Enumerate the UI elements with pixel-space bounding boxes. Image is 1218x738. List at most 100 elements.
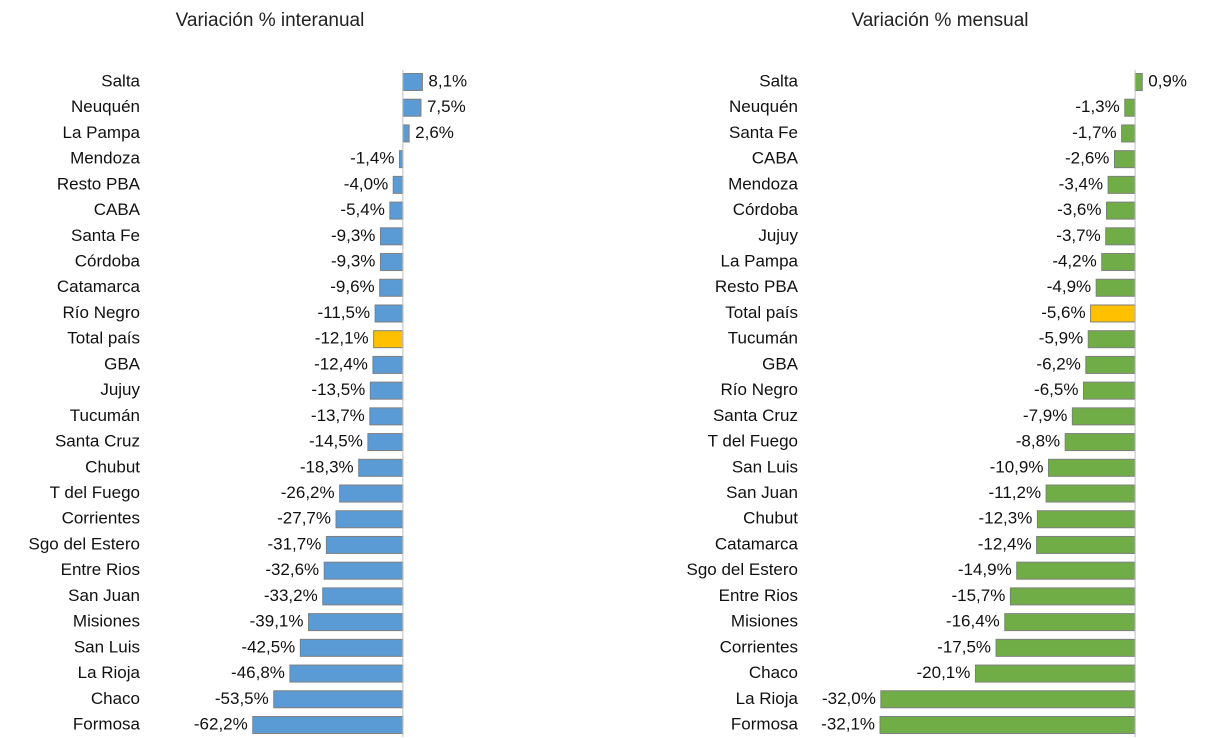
category-label: Resto PBA (57, 174, 141, 193)
bar (879, 716, 1136, 734)
value-label: -9,3% (331, 226, 375, 245)
category-label: Misiones (73, 612, 140, 631)
bar (335, 510, 404, 529)
value-label: -17,5% (937, 637, 991, 656)
value-label: -12,3% (978, 509, 1032, 528)
bar (1095, 278, 1136, 297)
bar (252, 716, 404, 734)
value-label: -12,4% (978, 534, 1032, 553)
bar (402, 73, 423, 91)
bar (1087, 330, 1136, 349)
bar (402, 98, 422, 117)
value-label: -13,7% (311, 406, 365, 425)
category-label: Neuquén (729, 97, 798, 116)
category-label: Santa Cruz (713, 406, 798, 425)
value-label: -12,1% (315, 329, 369, 348)
value-label: -6,2% (1036, 354, 1080, 373)
bar (1101, 253, 1136, 272)
bar (379, 253, 404, 272)
value-label: -1,7% (1072, 123, 1116, 142)
category-label: Córdoba (75, 252, 141, 271)
bar (1113, 150, 1136, 169)
category-label: Catamarca (57, 277, 141, 296)
bar (1009, 587, 1136, 606)
category-label: CABA (752, 149, 799, 168)
value-label: -32,0% (822, 689, 876, 708)
category-label: Santa Cruz (55, 432, 140, 451)
category-label: Chubut (743, 509, 798, 528)
bar (1004, 613, 1136, 632)
value-label: -11,2% (989, 483, 1042, 502)
bar (1106, 201, 1136, 220)
category-label: La Rioja (736, 689, 799, 708)
category-label: Mendoza (70, 149, 140, 168)
value-label: -53,5% (215, 689, 269, 708)
value-label: 7,5% (427, 97, 466, 116)
category-label: Neuquén (71, 97, 140, 116)
value-label: -3,4% (1059, 174, 1103, 193)
value-label: -1,3% (1075, 97, 1119, 116)
category-label: Catamarca (715, 534, 799, 553)
value-label: -2,6% (1065, 149, 1109, 168)
category-label: Entre Rios (719, 586, 798, 605)
bar (402, 124, 410, 143)
bar (1085, 355, 1136, 374)
category-label: Salta (759, 71, 798, 90)
value-label: -32,6% (265, 560, 319, 579)
value-label: 8,1% (428, 71, 467, 90)
category-label: Chaco (749, 663, 798, 682)
category-label: T del Fuego (708, 432, 798, 451)
value-label: -16,4% (946, 612, 1000, 631)
value-label: -32,1% (821, 714, 875, 733)
value-label: 0,9% (1148, 71, 1187, 90)
value-label: -3,7% (1056, 226, 1100, 245)
bar (374, 304, 404, 323)
category-label: La Pampa (63, 123, 141, 142)
bar (974, 664, 1136, 683)
category-label: Total país (67, 329, 140, 348)
bar (299, 638, 404, 657)
bar (339, 484, 404, 503)
bar (367, 433, 404, 452)
category-label: Entre Rios (61, 560, 140, 579)
value-label: -4,2% (1052, 252, 1096, 271)
category-label: San Luis (74, 637, 140, 656)
value-label: -46,8% (231, 663, 285, 682)
value-label: -10,9% (990, 457, 1044, 476)
bar (369, 381, 404, 400)
chart-title: Variación % interanual (176, 10, 365, 31)
value-label: -1,4% (350, 149, 394, 168)
value-label: -6,5% (1034, 380, 1078, 399)
bar (1036, 510, 1136, 529)
category-label: GBA (762, 354, 799, 373)
value-label: -20,1% (917, 663, 971, 682)
bar (1121, 124, 1136, 143)
bar (379, 227, 404, 246)
value-label: -13,5% (311, 380, 365, 399)
category-label: T del Fuego (50, 483, 140, 502)
value-label: -39,1% (250, 612, 304, 631)
bar (1082, 381, 1136, 400)
value-label: -3,6% (1057, 200, 1101, 219)
bar (379, 278, 404, 297)
category-label: Jujuy (758, 226, 798, 245)
category-label: Formosa (73, 714, 141, 733)
value-label: -8,8% (1016, 432, 1060, 451)
bar (1047, 458, 1136, 477)
category-label: Sgo del Estero (28, 534, 140, 553)
category-label: Sgo del Estero (686, 560, 798, 579)
bar (373, 330, 404, 349)
value-label: -4,0% (344, 174, 388, 193)
category-label: Córdoba (733, 200, 799, 219)
value-label: -5,9% (1039, 329, 1083, 348)
category-label: San Juan (68, 586, 140, 605)
value-label: -9,3% (331, 252, 375, 271)
value-label: -27,7% (277, 509, 331, 528)
bar (322, 587, 404, 606)
bar (398, 150, 404, 169)
category-label: Tucumán (728, 329, 798, 348)
category-label: Jujuy (100, 380, 140, 399)
bar (995, 638, 1136, 657)
category-label: San Luis (732, 457, 798, 476)
